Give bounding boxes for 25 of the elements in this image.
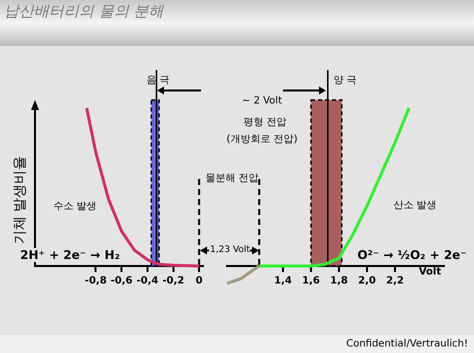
y-axis-title: 기체 발생비율 (11, 156, 29, 244)
annotation: O²⁻ → ½O₂ + 2e⁻ (357, 248, 467, 262)
annotation: (개방회로 전압) (226, 133, 298, 146)
x-tick-label: -0,4 (136, 276, 158, 287)
annotation: 수소 발생 (53, 200, 97, 213)
x-tick-label: 2,0 (358, 276, 376, 287)
text: Confidential/Vertraulich! (346, 338, 468, 350)
annotation: 물분해 전압 (205, 172, 259, 185)
text: 음 극 (146, 74, 170, 87)
x-tick-label: 1,6 (302, 276, 320, 287)
x-tick-label: 0 (196, 276, 203, 287)
x-tick-label: -0,2 (162, 276, 184, 287)
x-tick-label: -0,6 (110, 276, 133, 287)
x-tick-label: 1,8 (330, 276, 348, 287)
x-axis-title: Volt (418, 266, 442, 278)
annotation: 산소 발생 (393, 199, 437, 212)
annotation: 1,23 Volt (210, 245, 250, 255)
text: 양 극 (333, 74, 357, 87)
x-tick-label: 2,2 (386, 276, 404, 287)
x-tick-label: -0,8 (84, 276, 107, 287)
chart-title: 납산배터리의 물의 분해 (4, 2, 164, 21)
x-tick-label: 1,4 (274, 276, 292, 287)
annotation: 2H⁺ + 2e⁻ → H₂ (20, 248, 120, 262)
text: ~ 2 Volt (242, 96, 282, 106)
annotation: 평형 전압 (243, 116, 287, 129)
